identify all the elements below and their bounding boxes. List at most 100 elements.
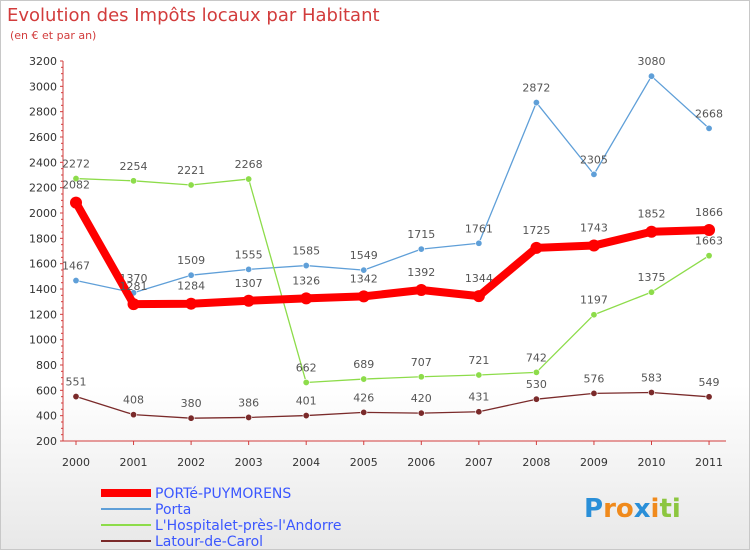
series-3: 551 408 380 386 401 426 420 431 530 576 583 549 xyxy=(66,371,720,422)
legend-item: PORTé-PUYMORENS xyxy=(101,486,291,502)
data-point xyxy=(647,388,655,396)
y-tick-label: 3000 xyxy=(29,80,57,93)
data-point xyxy=(705,124,713,132)
data-point xyxy=(360,266,368,274)
data-label: 1281 xyxy=(120,280,148,293)
data-label: 583 xyxy=(641,371,662,384)
x-tick-label: 2007 xyxy=(465,456,493,469)
data-label: 1555 xyxy=(235,248,263,261)
logo-letter: t xyxy=(659,494,671,524)
data-label: 742 xyxy=(526,351,547,364)
data-point xyxy=(245,265,253,273)
x-tick-label: 2006 xyxy=(407,456,435,469)
series-line xyxy=(75,177,710,384)
data-point xyxy=(532,368,540,376)
data-label: 707 xyxy=(411,356,432,369)
data-point xyxy=(130,411,138,419)
y-tick-label: 3200 xyxy=(29,55,57,68)
data-point xyxy=(475,371,483,379)
data-label: 401 xyxy=(296,395,317,408)
data-point xyxy=(590,170,598,178)
chart-subtitle: (en € et par an) xyxy=(10,29,97,42)
chart-title: Evolution des Impôts locaux par Habitant xyxy=(7,5,380,26)
data-label: 1725 xyxy=(522,224,550,237)
data-label: 1585 xyxy=(292,245,320,258)
data-point xyxy=(302,262,310,270)
data-label: 1344 xyxy=(465,272,493,285)
data-label: 2305 xyxy=(580,153,608,166)
data-label: 662 xyxy=(296,361,317,374)
data-label: 2268 xyxy=(235,158,263,171)
legend-label: Porta xyxy=(155,502,191,518)
data-label: 2272 xyxy=(62,158,90,171)
data-point xyxy=(185,297,198,310)
data-label: 386 xyxy=(238,396,259,409)
x-tick-label: 2000 xyxy=(62,456,90,469)
data-point xyxy=(475,408,483,416)
y-tick-label: 1200 xyxy=(29,308,57,321)
data-label: 1197 xyxy=(580,294,608,307)
data-label: 1761 xyxy=(465,222,493,235)
y-tick-label: 400 xyxy=(36,410,57,423)
data-point xyxy=(530,241,543,254)
data-point xyxy=(187,181,195,189)
y-tick-label: 2800 xyxy=(29,106,57,119)
data-label: 721 xyxy=(468,354,489,367)
data-point xyxy=(72,277,80,285)
x-tick-label: 2010 xyxy=(638,456,666,469)
data-point xyxy=(302,412,310,420)
data-point xyxy=(417,245,425,253)
proxiti-logo: Proxiti xyxy=(584,494,681,524)
data-point xyxy=(130,177,138,185)
logo-letter: o xyxy=(616,494,634,524)
data-point xyxy=(360,375,368,383)
y-tick-label: 2600 xyxy=(29,131,57,144)
data-label: 1663 xyxy=(695,235,723,248)
series-line xyxy=(75,75,710,294)
data-label: 1370 xyxy=(120,272,148,285)
data-point xyxy=(415,284,428,297)
data-point xyxy=(532,395,540,403)
legend-item: L'Hospitalet-près-l'Andorre xyxy=(101,518,341,534)
y-tick-label: 800 xyxy=(36,359,57,372)
series-line xyxy=(75,391,710,419)
y-tick-label: 1600 xyxy=(29,258,57,271)
data-label: 551 xyxy=(66,376,87,389)
data-label: 1743 xyxy=(580,222,608,235)
y-tick-label: 1800 xyxy=(29,232,57,245)
data-point xyxy=(645,225,658,238)
data-point xyxy=(647,288,655,296)
series-0: 2082 1281 1284 1307 1326 1342 1392 1344 1725 1743… xyxy=(62,179,723,311)
data-point xyxy=(245,175,253,183)
data-point xyxy=(187,271,195,279)
y-tick-label: 1000 xyxy=(29,334,57,347)
series-2: 2272 2254 2221 2268 662 689 707 721 742 1197 1375 1… xyxy=(62,158,723,386)
logo-letter: x xyxy=(634,494,651,524)
data-point xyxy=(360,408,368,416)
data-point xyxy=(300,292,313,305)
x-tick-label: 2005 xyxy=(350,456,378,469)
data-label: 380 xyxy=(181,397,202,410)
data-label: 420 xyxy=(411,392,432,405)
data-point xyxy=(242,294,255,307)
y-tick-label: 200 xyxy=(36,435,57,448)
data-point xyxy=(590,389,598,397)
data-label: 1375 xyxy=(638,271,666,284)
x-tick-label: 2009 xyxy=(580,456,608,469)
data-point xyxy=(590,311,598,319)
data-label: 426 xyxy=(353,391,374,404)
x-tick-label: 2004 xyxy=(292,456,320,469)
y-tick-label: 2200 xyxy=(29,182,57,195)
y-tick-label: 1400 xyxy=(29,283,57,296)
data-label: 3080 xyxy=(638,55,666,68)
data-point xyxy=(587,239,600,252)
data-label: 1392 xyxy=(407,266,435,279)
logo-letter: r xyxy=(603,494,616,524)
data-point xyxy=(532,99,540,107)
legend-item: Latour-de-Carol xyxy=(101,534,263,550)
data-label: 689 xyxy=(353,358,374,371)
data-point xyxy=(703,223,716,236)
data-label: 1307 xyxy=(235,277,263,290)
y-tick-label: 600 xyxy=(36,384,57,397)
